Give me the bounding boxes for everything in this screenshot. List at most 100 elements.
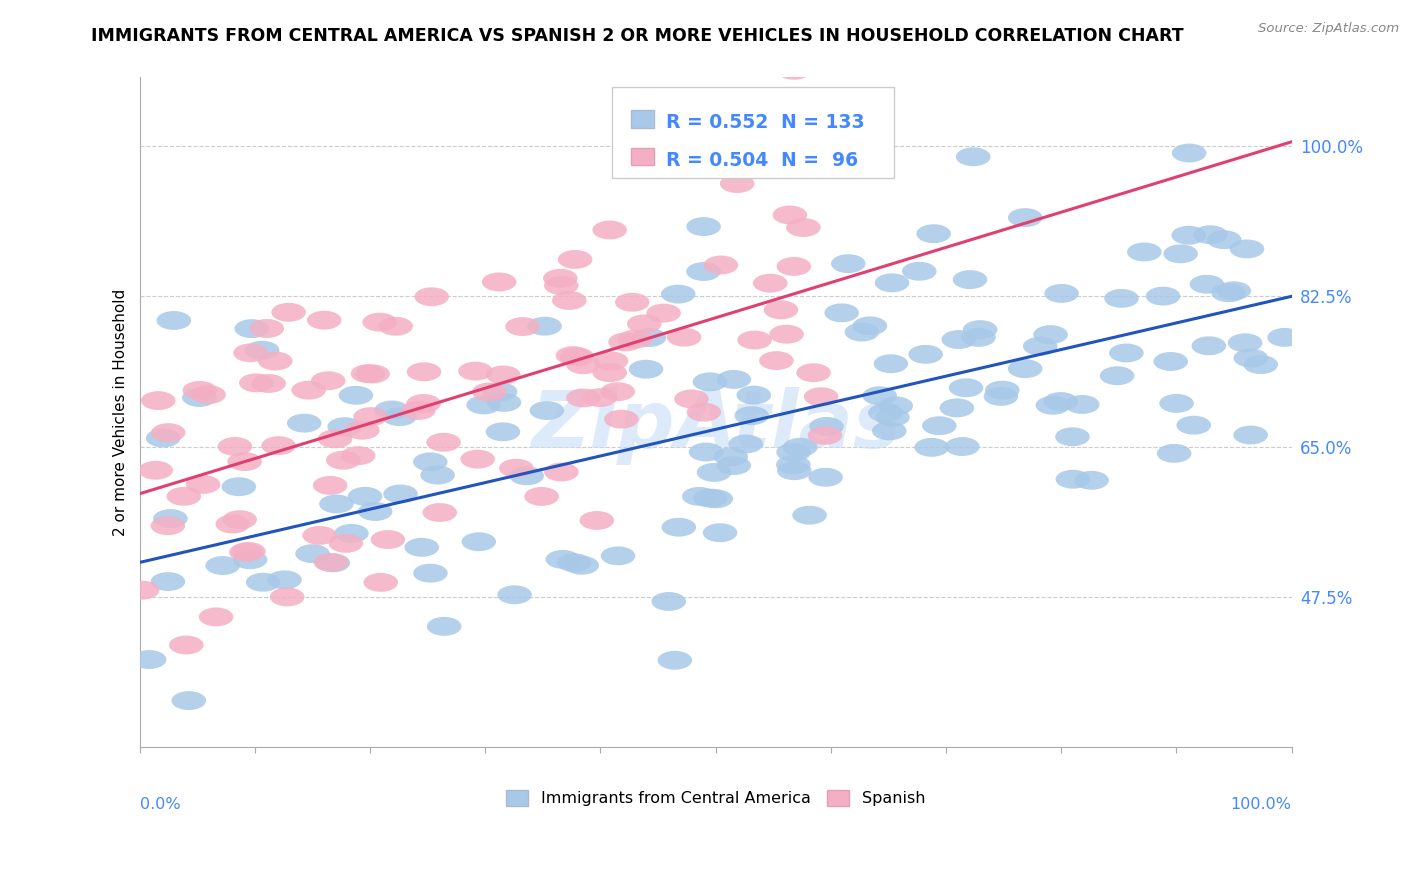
Ellipse shape: [218, 437, 252, 456]
Ellipse shape: [1206, 230, 1241, 249]
FancyBboxPatch shape: [631, 148, 654, 165]
Ellipse shape: [1043, 392, 1078, 411]
Ellipse shape: [482, 383, 517, 401]
Ellipse shape: [359, 502, 392, 521]
Ellipse shape: [956, 147, 990, 166]
Ellipse shape: [530, 401, 564, 420]
Ellipse shape: [873, 354, 908, 373]
Ellipse shape: [661, 285, 696, 303]
Ellipse shape: [524, 487, 560, 506]
Ellipse shape: [689, 442, 723, 461]
Ellipse shape: [772, 205, 807, 225]
Ellipse shape: [169, 635, 204, 655]
Ellipse shape: [582, 388, 617, 407]
Ellipse shape: [252, 374, 285, 392]
Ellipse shape: [420, 466, 456, 484]
Ellipse shape: [198, 607, 233, 626]
Ellipse shape: [945, 437, 980, 456]
Ellipse shape: [141, 392, 176, 410]
Ellipse shape: [461, 533, 496, 551]
Ellipse shape: [666, 327, 702, 347]
Ellipse shape: [776, 455, 811, 475]
Ellipse shape: [233, 550, 267, 569]
Ellipse shape: [953, 270, 987, 289]
Ellipse shape: [1033, 326, 1067, 344]
Ellipse shape: [246, 573, 280, 591]
Ellipse shape: [807, 426, 842, 445]
Ellipse shape: [903, 262, 936, 281]
Ellipse shape: [228, 452, 262, 471]
Ellipse shape: [302, 526, 337, 545]
Ellipse shape: [872, 421, 907, 441]
Ellipse shape: [600, 382, 636, 401]
Ellipse shape: [426, 433, 461, 451]
Ellipse shape: [486, 393, 522, 412]
Ellipse shape: [1153, 352, 1188, 371]
Ellipse shape: [1109, 343, 1143, 362]
Ellipse shape: [1157, 444, 1191, 463]
Ellipse shape: [295, 544, 330, 563]
Ellipse shape: [406, 362, 441, 381]
Ellipse shape: [340, 446, 375, 465]
Ellipse shape: [875, 408, 910, 426]
Legend: Immigrants from Central America, Spanish: Immigrants from Central America, Spanish: [499, 784, 932, 813]
Ellipse shape: [364, 573, 398, 591]
Ellipse shape: [215, 515, 250, 533]
Ellipse shape: [150, 516, 186, 535]
Ellipse shape: [138, 461, 173, 480]
Ellipse shape: [498, 585, 531, 604]
Ellipse shape: [146, 428, 180, 448]
Ellipse shape: [544, 463, 579, 482]
Ellipse shape: [875, 273, 910, 293]
Ellipse shape: [353, 407, 388, 426]
Ellipse shape: [617, 330, 652, 349]
FancyBboxPatch shape: [612, 87, 894, 178]
Ellipse shape: [1171, 226, 1206, 244]
Ellipse shape: [1104, 289, 1139, 308]
Ellipse shape: [862, 386, 897, 405]
Ellipse shape: [1227, 334, 1263, 352]
Ellipse shape: [553, 291, 586, 310]
Ellipse shape: [339, 386, 373, 405]
Ellipse shape: [231, 542, 266, 561]
Ellipse shape: [783, 438, 817, 457]
Ellipse shape: [917, 224, 950, 244]
Ellipse shape: [233, 343, 269, 362]
Ellipse shape: [311, 371, 346, 390]
Ellipse shape: [914, 438, 949, 457]
Ellipse shape: [329, 533, 363, 553]
Ellipse shape: [156, 311, 191, 330]
Ellipse shape: [271, 302, 307, 322]
Ellipse shape: [467, 395, 501, 415]
Ellipse shape: [593, 351, 628, 370]
Ellipse shape: [949, 378, 983, 397]
Ellipse shape: [686, 403, 721, 422]
Ellipse shape: [793, 506, 827, 524]
Ellipse shape: [651, 592, 686, 611]
Ellipse shape: [778, 461, 811, 480]
Ellipse shape: [628, 359, 664, 378]
Ellipse shape: [413, 564, 447, 582]
Ellipse shape: [245, 341, 280, 359]
Ellipse shape: [1171, 144, 1206, 162]
Ellipse shape: [458, 361, 492, 381]
Ellipse shape: [1233, 349, 1268, 368]
Ellipse shape: [1267, 328, 1302, 347]
Ellipse shape: [1099, 367, 1135, 385]
Ellipse shape: [908, 345, 943, 364]
Text: ZipAtlas: ZipAtlas: [530, 386, 900, 465]
Ellipse shape: [363, 313, 396, 332]
Ellipse shape: [600, 547, 636, 566]
Ellipse shape: [378, 317, 413, 335]
Ellipse shape: [1233, 425, 1268, 444]
Ellipse shape: [1243, 355, 1278, 374]
Ellipse shape: [527, 317, 562, 335]
Ellipse shape: [356, 365, 389, 384]
Ellipse shape: [734, 406, 769, 425]
Ellipse shape: [560, 347, 595, 367]
Ellipse shape: [717, 370, 751, 389]
Ellipse shape: [963, 320, 997, 339]
Ellipse shape: [686, 262, 721, 281]
Ellipse shape: [239, 374, 274, 392]
Ellipse shape: [1146, 286, 1180, 306]
